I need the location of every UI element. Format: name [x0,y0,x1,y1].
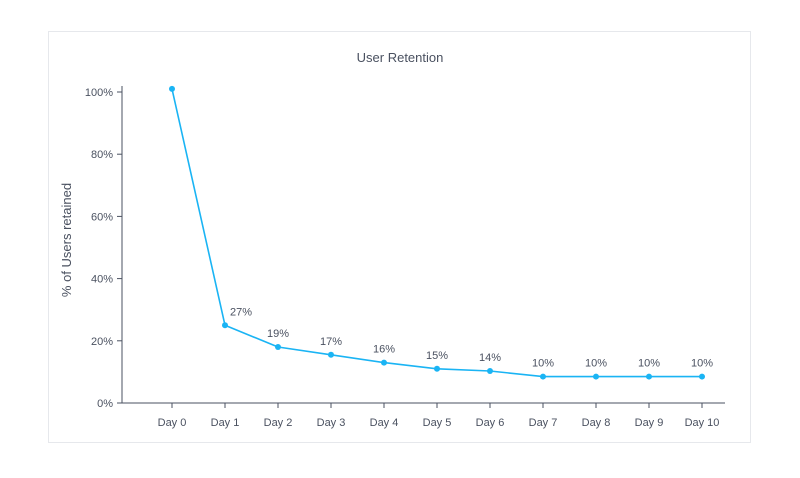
y-axis-label: % of Users retained [59,183,74,297]
y-tick-label: 60% [91,211,113,223]
x-ticks: Day 0 Day 1 Day 2 Day 3 Day 4 Day 5 Day 6 Day 7… [158,403,720,429]
y-tick-label: 100% [85,87,113,99]
x-tick-label: Day 8 [582,417,611,429]
data-point [699,373,705,380]
data-label: 10% [585,358,607,370]
data-label: 10% [532,358,554,370]
data-point [487,367,493,374]
data-label: 15% [426,350,448,362]
data-point [434,365,440,372]
y-tick-label: 0% [97,398,113,410]
x-tick-label: Day 5 [423,417,452,429]
data-points [169,85,705,380]
y-tick-label: 80% [91,149,113,161]
data-point [593,373,599,380]
y-tick-label: 20% [91,336,113,348]
data-point [222,322,228,329]
data-labels: 27% 19% 17% 16% 15% 14% 10% 10% 10% 10% [230,306,713,369]
data-point [646,373,652,380]
data-point [328,351,334,358]
data-point [169,85,175,92]
x-tick-label: Day 2 [264,417,293,429]
x-tick-label: Day 9 [635,417,664,429]
data-label: 14% [479,352,501,364]
x-tick-label: Day 0 [158,417,187,429]
data-label: 10% [691,358,713,370]
y-ticks: 0% 20% 40% 60% 80% 100% [85,87,122,410]
x-tick-label: Day 6 [476,417,505,429]
data-point [540,373,546,380]
y-tick-label: 40% [91,274,113,286]
chart-card [48,31,751,443]
data-point [275,344,281,351]
x-tick-label: Day 10 [685,417,720,429]
data-label: 27% [230,306,252,318]
axes [121,86,725,404]
x-tick-label: Day 4 [370,417,399,429]
data-label: 16% [373,344,395,356]
data-point [381,359,387,366]
data-label: 17% [320,336,342,348]
chart-title: User Retention [356,50,444,65]
x-tick-label: Day 7 [529,417,558,429]
series-line [171,88,702,378]
x-tick-label: Day 1 [211,417,240,429]
x-tick-label: Day 3 [317,417,346,429]
data-label: 19% [267,328,289,340]
data-label: 10% [638,358,660,370]
